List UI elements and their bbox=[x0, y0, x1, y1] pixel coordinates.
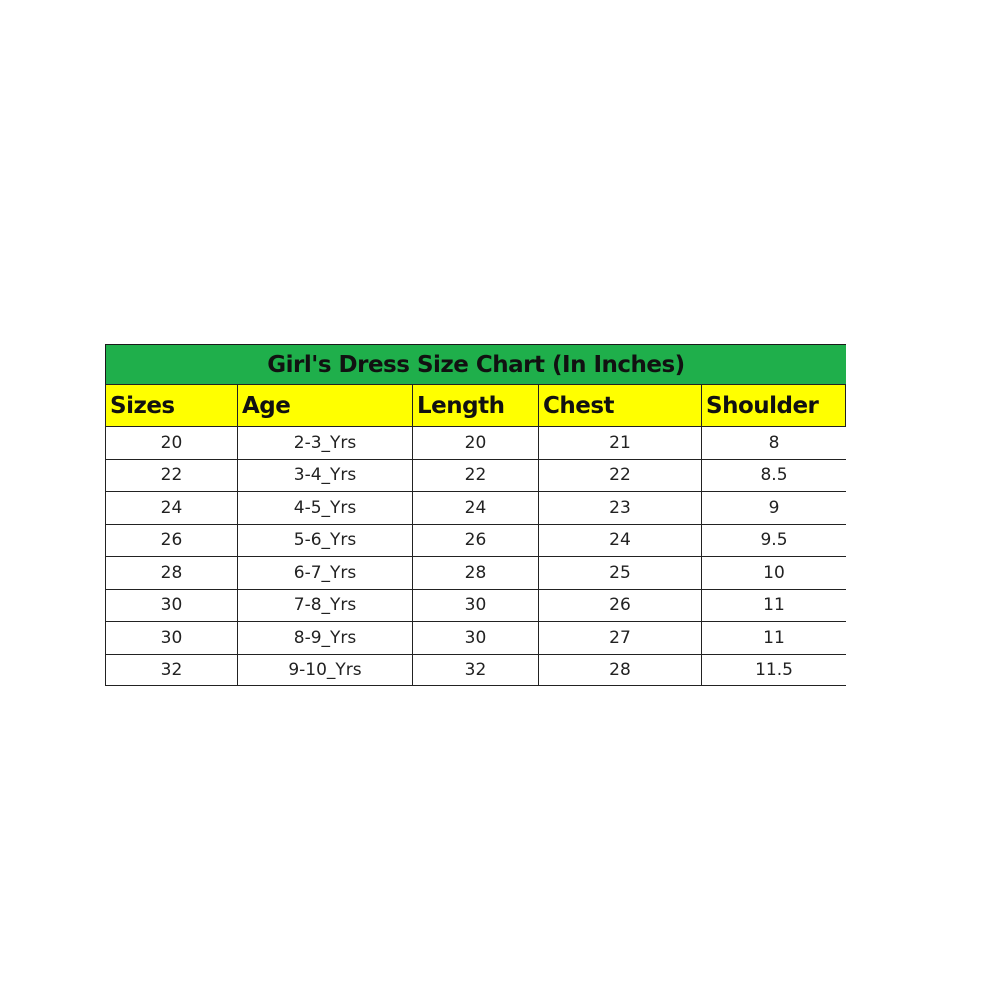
header-chest: Chest bbox=[538, 384, 701, 426]
cell-sizes: 30 bbox=[105, 621, 237, 654]
cell-shoulder: 8.5 bbox=[701, 458, 846, 491]
cell-shoulder: 11 bbox=[701, 621, 846, 654]
cell-sizes: 32 bbox=[105, 653, 237, 686]
cell-chest: 21 bbox=[538, 426, 701, 459]
cell-sizes: 20 bbox=[105, 426, 237, 459]
cell-shoulder: 11.5 bbox=[701, 653, 846, 686]
cell-chest: 24 bbox=[538, 523, 701, 556]
cell-length: 30 bbox=[412, 621, 538, 654]
cell-age: 7-8_Yrs bbox=[237, 588, 412, 621]
cell-length: 32 bbox=[412, 653, 538, 686]
cell-chest: 23 bbox=[538, 491, 701, 524]
table-row: 30 7-8_Yrs 30 26 11 bbox=[105, 588, 846, 621]
cell-chest: 22 bbox=[538, 458, 701, 491]
cell-length: 24 bbox=[412, 491, 538, 524]
cell-sizes: 26 bbox=[105, 523, 237, 556]
cell-chest: 28 bbox=[538, 653, 701, 686]
header-shoulder: Shoulder bbox=[701, 384, 846, 426]
header-row: Sizes Age Length Chest Shoulder bbox=[105, 384, 846, 426]
cell-length: 22 bbox=[412, 458, 538, 491]
table-row: 20 2-3_Yrs 20 21 8 bbox=[105, 426, 846, 459]
cell-sizes: 28 bbox=[105, 556, 237, 589]
table-row: 26 5-6_Yrs 26 24 9.5 bbox=[105, 523, 846, 556]
table-row: 32 9-10_Yrs 32 28 11.5 bbox=[105, 653, 846, 686]
cell-length: 20 bbox=[412, 426, 538, 459]
cell-age: 9-10_Yrs bbox=[237, 653, 412, 686]
cell-shoulder: 10 bbox=[701, 556, 846, 589]
header-sizes: Sizes bbox=[105, 384, 237, 426]
cell-length: 30 bbox=[412, 588, 538, 621]
table-row: 22 3-4_Yrs 22 22 8.5 bbox=[105, 458, 846, 491]
cell-shoulder: 9 bbox=[701, 491, 846, 524]
cell-shoulder: 9.5 bbox=[701, 523, 846, 556]
header-age: Age bbox=[237, 384, 412, 426]
cell-chest: 26 bbox=[538, 588, 701, 621]
cell-shoulder: 11 bbox=[701, 588, 846, 621]
table-row: 28 6-7_Yrs 28 25 10 bbox=[105, 556, 846, 589]
cell-age: 5-6_Yrs bbox=[237, 523, 412, 556]
cell-sizes: 24 bbox=[105, 491, 237, 524]
cell-age: 3-4_Yrs bbox=[237, 458, 412, 491]
table-row: 30 8-9_Yrs 30 27 11 bbox=[105, 621, 846, 654]
cell-length: 28 bbox=[412, 556, 538, 589]
cell-age: 8-9_Yrs bbox=[237, 621, 412, 654]
table-title: Girl's Dress Size Chart (In Inches) bbox=[105, 344, 846, 384]
cell-chest: 27 bbox=[538, 621, 701, 654]
cell-sizes: 30 bbox=[105, 588, 237, 621]
cell-age: 6-7_Yrs bbox=[237, 556, 412, 589]
cell-length: 26 bbox=[412, 523, 538, 556]
size-chart-table: Girl's Dress Size Chart (In Inches) Size… bbox=[105, 344, 846, 686]
cell-age: 2-3_Yrs bbox=[237, 426, 412, 459]
table-body: 20 2-3_Yrs 20 21 8 22 3-4_Yrs 22 22 8.5 24 4-5_Yrs 2… bbox=[105, 426, 846, 686]
table-row: 24 4-5_Yrs 24 23 9 bbox=[105, 491, 846, 524]
cell-sizes: 22 bbox=[105, 458, 237, 491]
cell-chest: 25 bbox=[538, 556, 701, 589]
header-length: Length bbox=[412, 384, 538, 426]
cell-shoulder: 8 bbox=[701, 426, 846, 459]
cell-age: 4-5_Yrs bbox=[237, 491, 412, 524]
